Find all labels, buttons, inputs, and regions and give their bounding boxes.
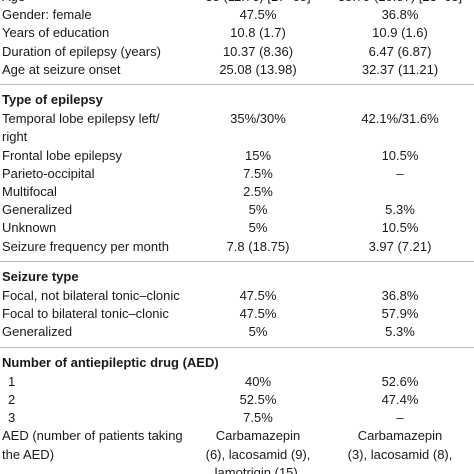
cell-value: 5.3% [385, 324, 415, 340]
section-heading: Number of antiepileptic drug (AED) [2, 354, 219, 370]
cell-value: 35%/30% [230, 111, 286, 127]
row-label: Gender: female [2, 7, 92, 23]
cell-value: (3), lacosamid (8), [347, 446, 453, 462]
cell-value: 5% [248, 220, 268, 236]
cell-value: 7.5% [243, 165, 273, 181]
cell-value: 47.5% [239, 7, 277, 23]
row-label: Parieto-occipital [2, 165, 95, 181]
cell-value: 7.5% [243, 410, 273, 426]
cell-value: 25.08 (13.98) [219, 61, 297, 77]
separator [0, 346, 474, 348]
cell-value: 35 (11.76) [17–65] [205, 0, 310, 6]
row-label: Age [2, 0, 25, 6]
row-label: Generalized [2, 324, 73, 340]
cell-value: 36.8% [381, 288, 419, 303]
row-label: Focal to bilateral tonic–clonic [2, 306, 169, 322]
cell-value: 7.8 (18.75) [226, 238, 290, 254]
cell-value: 6.47 (6.87) [368, 43, 432, 59]
cell-value: 40% [244, 373, 272, 389]
cell-value: 5% [248, 202, 268, 218]
cell-value: 10.5% [381, 147, 419, 163]
cell-value: – [396, 410, 404, 426]
cell-value: 47.4% [381, 392, 419, 407]
separator [0, 84, 474, 85]
cell-value: 52.5% [239, 392, 277, 407]
cell-value: 52.6% [381, 373, 419, 389]
cell-value: 5.3% [385, 202, 415, 218]
cell-value: (6), lacosamid (9), [205, 446, 311, 462]
row-label: Seizure frequency per month [2, 238, 169, 254]
cell-value: 15% [244, 147, 272, 163]
cell-value: 57.9% [381, 306, 419, 322]
cell-value: 47.5% [239, 306, 277, 322]
cell-value: 10.8 (1.7) [230, 25, 286, 41]
cell-value: 36.8% [381, 7, 419, 23]
cell-value: 32.37 (11.21) [361, 61, 439, 77]
cell-value: 10.37 (8.36) [222, 43, 294, 59]
cell-value: lamotrigin (15), [214, 464, 302, 474]
cell-value: Carbamazepin [215, 428, 301, 444]
row-label: Frontal lobe epilepsy [2, 147, 122, 163]
cell-value: – [396, 165, 404, 181]
cell-value: 5% [248, 324, 268, 340]
row-label: Years of education [2, 25, 110, 41]
cell-value: Carbamazepin [357, 428, 443, 444]
row-label: 3 [8, 410, 16, 426]
separator [0, 260, 474, 262]
row-label: right [2, 129, 28, 145]
cell-value: 38.79 (10.87) [23–65] [338, 0, 462, 6]
row-label: the AED) [2, 446, 55, 462]
row-label: Age at seizure onset [2, 61, 121, 77]
cell-value: 10.5% [381, 220, 419, 236]
row-label: Duration of epilepsy (years) [2, 43, 161, 59]
section-heading: Type of epilepsy [2, 92, 103, 107]
row-label: AED (number of patients taking [2, 428, 183, 444]
row-label: Unknown [2, 220, 57, 236]
row-label: 1 [8, 373, 16, 389]
row-label: 2 [8, 392, 16, 407]
row-label: Temporal lobe epilepsy left/ [2, 111, 160, 127]
row-label: Focal, not bilateral tonic–clonic [2, 288, 180, 303]
section-heading: Seizure type [2, 268, 79, 284]
cell-value: 3.97 (7.21) [368, 238, 432, 254]
cell-value: 2.5% [243, 184, 273, 199]
row-label: Generalized [2, 202, 73, 218]
row-label: Multifocal [2, 184, 57, 199]
cell-value: 10.9 (1.6) [372, 25, 428, 41]
cell-value: 47.5% [239, 288, 277, 303]
cell-value: 42.1%/31.6% [361, 111, 439, 127]
